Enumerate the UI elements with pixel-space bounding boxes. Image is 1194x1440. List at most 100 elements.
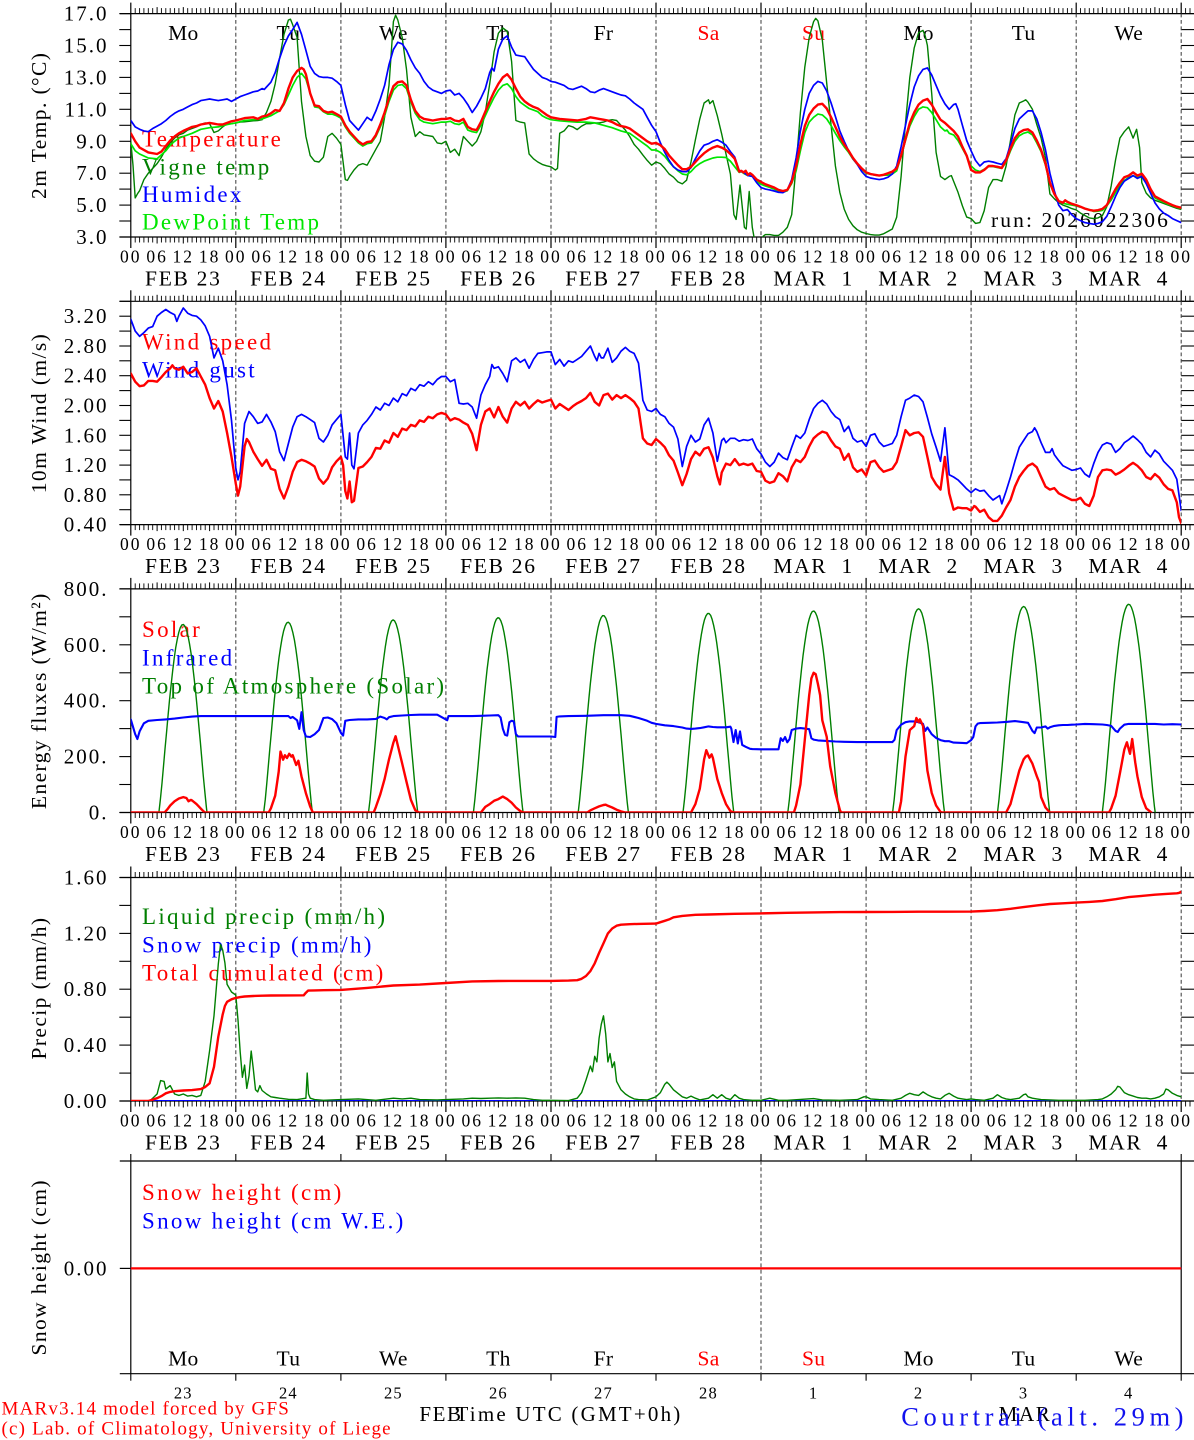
svg-text:2m Temp. (°C): 2m Temp. (°C) [27, 52, 51, 199]
svg-text:06: 06 [1092, 247, 1114, 267]
svg-text:18: 18 [724, 534, 746, 554]
svg-text:2.00: 2.00 [64, 394, 109, 418]
svg-text:12: 12 [173, 534, 195, 554]
svg-text:12: 12 [488, 534, 510, 554]
svg-text:06: 06 [882, 534, 904, 554]
svg-text:00: 00 [120, 822, 142, 842]
svg-text:18: 18 [1144, 822, 1166, 842]
svg-text:3.20: 3.20 [64, 304, 109, 328]
svg-text:00: 00 [540, 247, 562, 267]
svg-text:15.0: 15.0 [64, 34, 109, 58]
svg-text:06: 06 [566, 822, 588, 842]
svg-text:MAR 2: MAR 2 [878, 842, 959, 866]
svg-text:Sa: Sa [697, 1347, 719, 1371]
svg-text:7.0: 7.0 [76, 161, 108, 185]
svg-text:1.20: 1.20 [64, 921, 109, 945]
svg-text:00: 00 [330, 822, 352, 842]
svg-text:Su: Su [802, 1347, 825, 1371]
svg-text:Humidex: Humidex [142, 182, 244, 207]
svg-text:12: 12 [383, 247, 405, 267]
svg-text:18: 18 [199, 247, 221, 267]
svg-text:MAR 2: MAR 2 [878, 1131, 959, 1155]
svg-text:00: 00 [120, 1111, 142, 1131]
svg-text:FEB 25: FEB 25 [355, 842, 432, 866]
svg-text:FEB 23: FEB 23 [145, 267, 222, 291]
svg-text:FEB 24: FEB 24 [250, 842, 327, 866]
svg-text:18: 18 [409, 1111, 431, 1131]
svg-text:We: We [1114, 1347, 1143, 1371]
svg-text:00: 00 [960, 247, 982, 267]
svg-text:13.0: 13.0 [64, 65, 109, 89]
svg-text:FEB 27: FEB 27 [565, 554, 642, 578]
svg-text:2.40: 2.40 [64, 364, 109, 388]
svg-text:MAR 4: MAR 4 [1088, 842, 1169, 866]
svg-text:Tu: Tu [277, 1347, 301, 1371]
svg-text:06: 06 [987, 247, 1009, 267]
svg-text:12: 12 [803, 1111, 825, 1131]
svg-text:12: 12 [383, 1111, 405, 1131]
svg-text:00: 00 [540, 1111, 562, 1131]
svg-text:18: 18 [829, 247, 851, 267]
svg-text:18: 18 [409, 534, 431, 554]
svg-text:FEB 28: FEB 28 [670, 842, 747, 866]
svg-text:1.60: 1.60 [64, 423, 109, 447]
svg-text:12: 12 [1118, 534, 1140, 554]
svg-text:We: We [1114, 21, 1143, 45]
svg-text:12: 12 [908, 1111, 930, 1131]
svg-text:Precip (mm/h): Precip (mm/h) [27, 917, 51, 1060]
svg-text:Snow height (cm): Snow height (cm) [27, 1179, 51, 1355]
svg-text:1: 1 [809, 1384, 818, 1403]
svg-text:18: 18 [304, 247, 326, 267]
svg-text:18: 18 [304, 534, 326, 554]
svg-text:00: 00 [855, 247, 877, 267]
svg-text:MAR 2: MAR 2 [878, 267, 959, 291]
svg-text:3.0: 3.0 [76, 225, 108, 249]
svg-text:Vigne temp: Vigne temp [142, 155, 272, 180]
svg-text:DewPoint Temp: DewPoint Temp [142, 210, 321, 235]
svg-text:12: 12 [383, 534, 405, 554]
svg-text:MAR 1: MAR 1 [773, 842, 854, 866]
svg-text:06: 06 [672, 534, 694, 554]
svg-text:Th: Th [486, 1347, 510, 1371]
svg-text:1.20: 1.20 [64, 453, 109, 477]
svg-text:06: 06 [251, 247, 273, 267]
svg-text:12: 12 [803, 822, 825, 842]
svg-text:Tu: Tu [1012, 21, 1036, 45]
svg-text:MARv3.14 model forced by GFS: MARv3.14 model forced by GFS [2, 1399, 291, 1420]
svg-text:18: 18 [934, 534, 956, 554]
svg-text:Snow height (cm W.E.): Snow height (cm W.E.) [142, 1209, 406, 1234]
svg-text:06: 06 [146, 247, 168, 267]
svg-text:0.00: 0.00 [64, 1089, 109, 1113]
svg-text:FEB 27: FEB 27 [565, 1131, 642, 1155]
svg-text:12: 12 [908, 822, 930, 842]
svg-text:00: 00 [120, 534, 142, 554]
svg-text:18: 18 [514, 822, 536, 842]
svg-text:18: 18 [409, 247, 431, 267]
svg-text:12: 12 [488, 822, 510, 842]
svg-text:06: 06 [146, 534, 168, 554]
svg-text:00: 00 [750, 1111, 772, 1131]
svg-text:23: 23 [174, 1384, 193, 1403]
svg-text:FEB 23: FEB 23 [145, 1131, 222, 1155]
svg-text:00: 00 [1065, 1111, 1087, 1131]
svg-text:00: 00 [855, 822, 877, 842]
svg-text:18: 18 [1144, 534, 1166, 554]
svg-text:12: 12 [1013, 1111, 1035, 1131]
svg-text:00: 00 [435, 822, 457, 842]
svg-text:00: 00 [1065, 247, 1087, 267]
svg-text:5.0: 5.0 [76, 193, 108, 217]
svg-text:00: 00 [750, 247, 772, 267]
svg-text:18: 18 [1144, 1111, 1166, 1131]
svg-text:MAR 1: MAR 1 [773, 267, 854, 291]
svg-text:Time UTC (GMT+0h): Time UTC (GMT+0h) [456, 1402, 683, 1426]
svg-text:18: 18 [304, 1111, 326, 1131]
svg-text:FEB 28: FEB 28 [670, 267, 747, 291]
svg-text:06: 06 [146, 822, 168, 842]
svg-text:06: 06 [461, 247, 483, 267]
svg-text:18: 18 [724, 1111, 746, 1131]
svg-text:00: 00 [435, 247, 457, 267]
svg-text:12: 12 [803, 534, 825, 554]
svg-text:12: 12 [173, 822, 195, 842]
svg-text:Fr: Fr [594, 21, 614, 45]
svg-text:00: 00 [750, 534, 772, 554]
